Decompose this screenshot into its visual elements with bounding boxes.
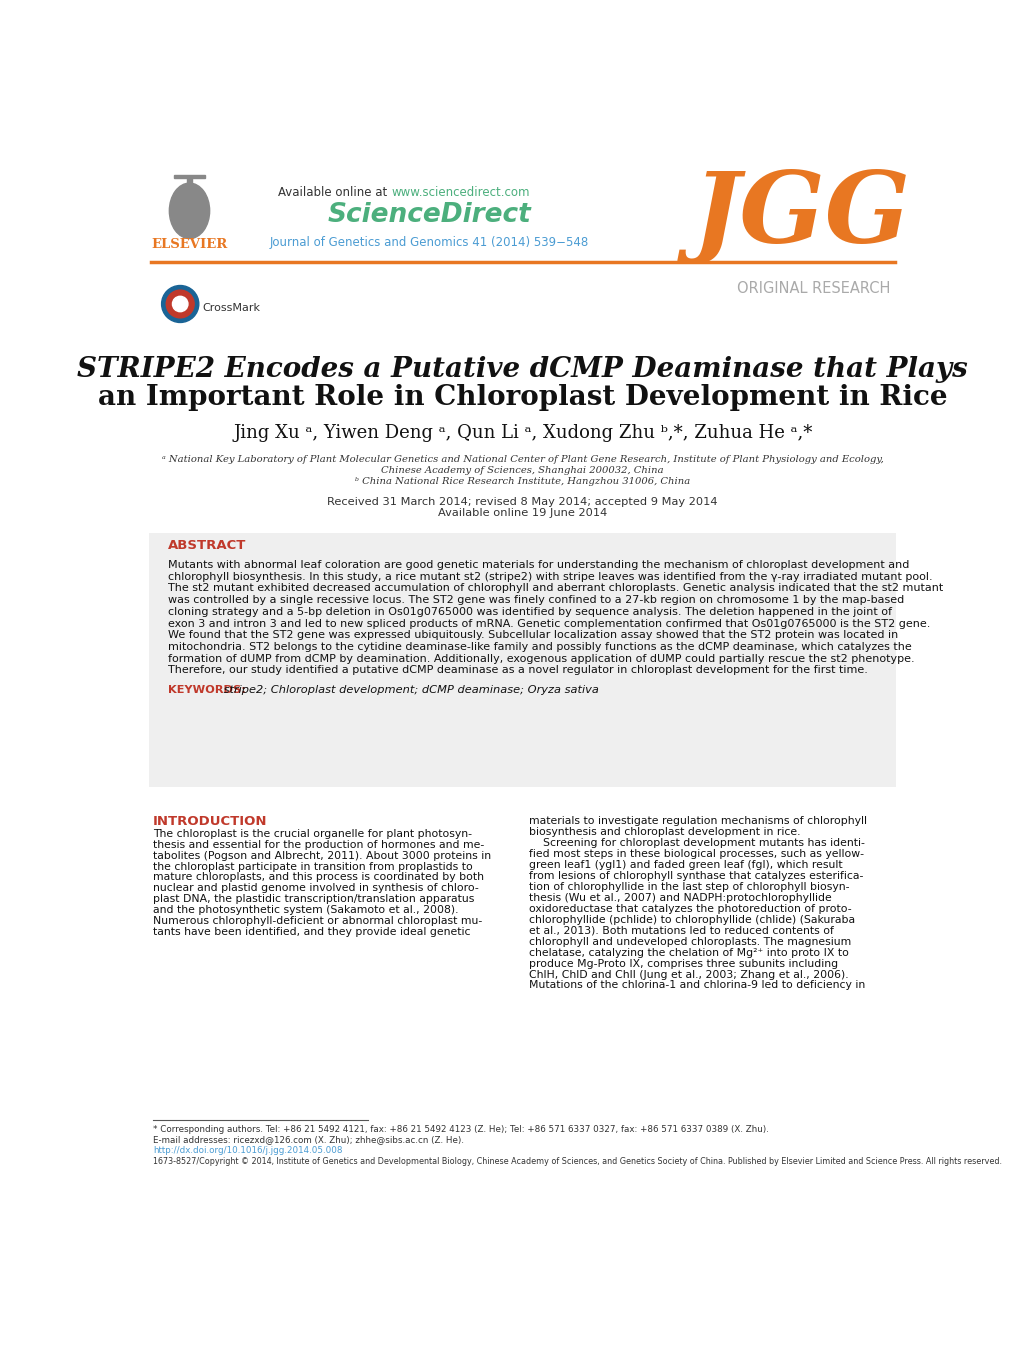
- Text: The st2 mutant exhibited decreased accumulation of chlorophyll and aberrant chlo: The st2 mutant exhibited decreased accum…: [168, 583, 943, 594]
- Text: Mutants with abnormal leaf coloration are good genetic materials for understandi: Mutants with abnormal leaf coloration ar…: [168, 560, 908, 569]
- Text: tabolites (Pogson and Albrecht, 2011). About 3000 proteins in: tabolites (Pogson and Albrecht, 2011). A…: [153, 851, 491, 860]
- Text: nuclear and plastid genome involved in synthesis of chloro-: nuclear and plastid genome involved in s…: [153, 883, 478, 893]
- Text: green leaf1 (ygl1) and faded green leaf (fgl), which result: green leaf1 (ygl1) and faded green leaf …: [529, 860, 842, 870]
- Text: Available online at: Available online at: [278, 186, 390, 198]
- Text: CrossMark: CrossMark: [203, 303, 261, 313]
- Text: Chinese Academy of Sciences, Shanghai 200032, China: Chinese Academy of Sciences, Shanghai 20…: [381, 466, 663, 474]
- Text: Jing Xu ᵃ, Yiwen Deng ᵃ, Qun Li ᵃ, Xudong Zhu ᵇ,*, Zuhua He ᵃ,*: Jing Xu ᵃ, Yiwen Deng ᵃ, Qun Li ᵃ, Xudon…: [232, 424, 812, 442]
- Text: We found that the ST2 gene was expressed ubiquitously. Subcellular localization : We found that the ST2 gene was expressed…: [168, 631, 897, 640]
- Circle shape: [166, 289, 194, 318]
- Text: ORIGINAL RESEARCH: ORIGINAL RESEARCH: [737, 281, 890, 296]
- Ellipse shape: [169, 183, 210, 239]
- Text: ᵇ China National Rice Research Institute, Hangzhou 31006, China: ᵇ China National Rice Research Institute…: [355, 477, 690, 485]
- Text: Screening for chloroplast development mutants has identi-: Screening for chloroplast development mu…: [529, 839, 864, 848]
- Text: STRIPE2 Encodes a Putative dCMP Deaminase that Plays: STRIPE2 Encodes a Putative dCMP Deaminas…: [77, 356, 967, 383]
- Text: 1673-8527/Copyright © 2014, Institute of Genetics and Developmental Biology, Chi: 1673-8527/Copyright © 2014, Institute of…: [153, 1157, 1001, 1166]
- Text: thesis (Wu et al., 2007) and NADPH:protochlorophyllide: thesis (Wu et al., 2007) and NADPH:proto…: [529, 893, 830, 902]
- Text: ELSEVIER: ELSEVIER: [151, 238, 227, 251]
- Text: from lesions of chlorophyll synthase that catalyzes esterifica-: from lesions of chlorophyll synthase tha…: [529, 871, 862, 881]
- Text: exon 3 and intron 3 and led to new spliced products of mRNA. Genetic complementa: exon 3 and intron 3 and led to new splic…: [168, 618, 929, 629]
- Text: stripe2; Chloroplast development; dCMP deaminase; Oryza sativa: stripe2; Chloroplast development; dCMP d…: [220, 685, 599, 694]
- Text: Mutations of the chlorina-1 and chlorina-9 led to deficiency in: Mutations of the chlorina-1 and chlorina…: [529, 980, 864, 991]
- Bar: [174, 175, 205, 178]
- Text: tants have been identified, and they provide ideal genetic: tants have been identified, and they pro…: [153, 927, 470, 938]
- Text: ᵃ National Key Laboratory of Plant Molecular Genetics and National Center of Pla: ᵃ National Key Laboratory of Plant Molec…: [162, 455, 882, 463]
- Text: formation of dUMP from dCMP by deamination. Additionally, exogenous application : formation of dUMP from dCMP by deaminati…: [168, 654, 913, 663]
- Text: produce Mg-Proto IX, comprises three subunits including: produce Mg-Proto IX, comprises three sub…: [529, 958, 838, 969]
- Text: materials to investigate regulation mechanisms of chlorophyll: materials to investigate regulation mech…: [529, 817, 866, 826]
- Text: tion of chlorophyllide in the last step of chlorophyll biosyn-: tion of chlorophyllide in the last step …: [529, 882, 849, 892]
- Text: mitochondria. ST2 belongs to the cytidine deaminase-like family and possibly fun: mitochondria. ST2 belongs to the cytidin…: [168, 641, 911, 652]
- Text: fied most steps in these biological processes, such as yellow-: fied most steps in these biological proc…: [529, 849, 863, 859]
- Text: www.sciencedirect.com: www.sciencedirect.com: [391, 186, 530, 198]
- Text: ChlH, ChlD and ChlI (Jung et al., 2003; Zhang et al., 2006).: ChlH, ChlD and ChlI (Jung et al., 2003; …: [529, 969, 848, 980]
- Text: JGG: JGG: [692, 167, 910, 264]
- Text: The chloroplast is the crucial organelle for plant photosyn-: The chloroplast is the crucial organelle…: [153, 829, 472, 839]
- Text: thesis and essential for the production of hormones and me-: thesis and essential for the production …: [153, 840, 484, 849]
- Text: and the photosynthetic system (Sakamoto et al., 2008).: and the photosynthetic system (Sakamoto …: [153, 905, 459, 916]
- Text: Therefore, our study identified a putative dCMP deaminase as a novel regulator i: Therefore, our study identified a putati…: [168, 666, 867, 675]
- Text: oxidoreductase that catalyzes the photoreduction of proto-: oxidoreductase that catalyzes the photor…: [529, 904, 851, 913]
- FancyBboxPatch shape: [149, 533, 896, 787]
- Text: KEYWORDS:: KEYWORDS:: [168, 685, 246, 694]
- Text: INTRODUCTION: INTRODUCTION: [153, 815, 267, 828]
- Text: et al., 2013). Both mutations led to reduced contents of: et al., 2013). Both mutations led to red…: [529, 925, 833, 936]
- Text: chlorophyllide (pchlide) to chlorophyllide (chlide) (Sakuraba: chlorophyllide (pchlide) to chlorophylli…: [529, 915, 854, 925]
- Text: chlorophyll biosynthesis. In this study, a rice mutant st2 (stripe2) with stripe: chlorophyll biosynthesis. In this study,…: [168, 572, 931, 582]
- Circle shape: [172, 296, 187, 311]
- Text: Received 31 March 2014; revised 8 May 2014; accepted 9 May 2014: Received 31 March 2014; revised 8 May 20…: [327, 497, 717, 507]
- Text: biosynthesis and chloroplast development in rice.: biosynthesis and chloroplast development…: [529, 828, 800, 837]
- Text: Journal of Genetics and Genomics 41 (2014) 539−548: Journal of Genetics and Genomics 41 (201…: [270, 236, 589, 249]
- Text: * Corresponding authors. Tel: +86 21 5492 4121, fax: +86 21 5492 4123 (Z. He); T: * Corresponding authors. Tel: +86 21 549…: [153, 1125, 768, 1133]
- Text: Numerous chlorophyll-deficient or abnormal chloroplast mu-: Numerous chlorophyll-deficient or abnorm…: [153, 916, 482, 927]
- Text: Available online 19 June 2014: Available online 19 June 2014: [438, 508, 606, 518]
- Text: ABSTRACT: ABSTRACT: [168, 540, 246, 552]
- Text: chelatase, catalyzing the chelation of Mg²⁺ into proto IX to: chelatase, catalyzing the chelation of M…: [529, 947, 848, 958]
- Text: an Important Role in Chloroplast Development in Rice: an Important Role in Chloroplast Develop…: [98, 385, 947, 412]
- Text: chlorophyll and undeveloped chloroplasts. The magnesium: chlorophyll and undeveloped chloroplasts…: [529, 936, 851, 947]
- Text: ScienceDirect: ScienceDirect: [327, 202, 531, 228]
- Text: was controlled by a single recessive locus. The ST2 gene was finely confined to : was controlled by a single recessive loc…: [168, 595, 903, 605]
- Text: http://dx.doi.org/10.1016/j.jgg.2014.05.008: http://dx.doi.org/10.1016/j.jgg.2014.05.…: [153, 1146, 342, 1155]
- Text: cloning strategy and a 5-bp deletion in Os01g0765000 was identified by sequence : cloning strategy and a 5-bp deletion in …: [168, 607, 891, 617]
- Text: mature chloroplasts, and this process is coordinated by both: mature chloroplasts, and this process is…: [153, 872, 484, 882]
- Text: plast DNA, the plastidic transcription/translation apparatus: plast DNA, the plastidic transcription/t…: [153, 894, 474, 904]
- Text: E-mail addresses: ricezxd@126.com (X. Zhu); zhhe@sibs.ac.cn (Z. He).: E-mail addresses: ricezxd@126.com (X. Zh…: [153, 1135, 464, 1144]
- Bar: [187, 177, 192, 193]
- Circle shape: [161, 285, 199, 322]
- Text: the chloroplast participate in transition from proplastids to: the chloroplast participate in transitio…: [153, 862, 473, 871]
